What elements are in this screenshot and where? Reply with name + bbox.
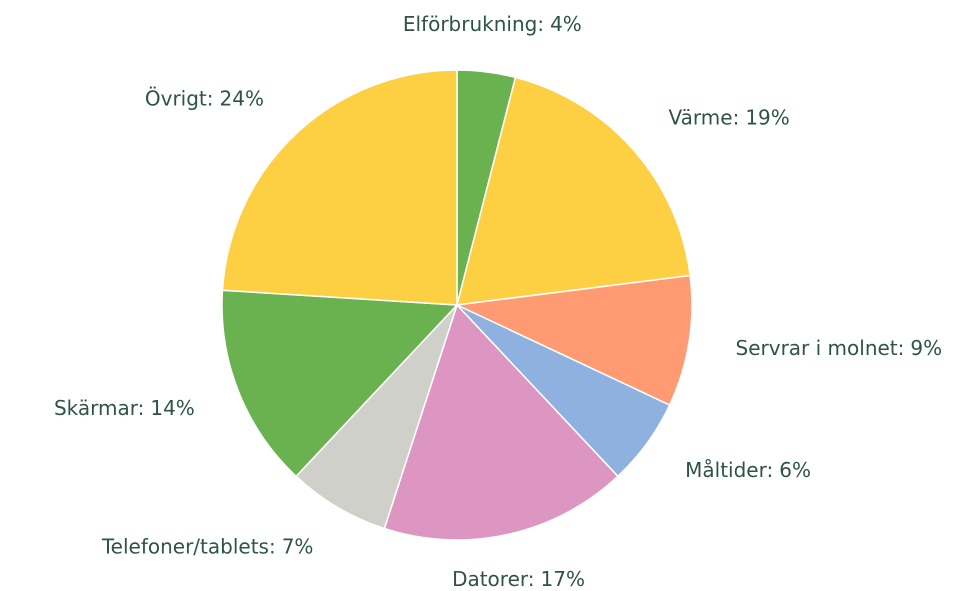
slice-label: Datorer: 17%	[452, 567, 585, 591]
slice-value: 19%	[745, 105, 789, 129]
pie-slice	[454, 274, 693, 407]
slice-label: Skärmar: 14%	[54, 395, 195, 419]
slice-value: 6%	[779, 457, 811, 481]
slice-label: Elförbrukning: 4%	[403, 12, 582, 36]
slice-label: Övrigt: 24%	[145, 86, 264, 110]
slice-value: 9%	[910, 336, 942, 360]
pie-slice	[455, 76, 691, 306]
pie-slice	[221, 69, 458, 306]
slice-category: Elförbrukning:	[403, 12, 544, 36]
slice-value: 14%	[150, 395, 194, 419]
slice-label: Måltider: 6%	[685, 457, 811, 481]
pie-slice	[221, 289, 459, 478]
slice-value: 7%	[282, 534, 314, 558]
pie-slice	[295, 304, 458, 530]
slice-category: Övrigt:	[145, 86, 214, 110]
slice-value: 17%	[541, 567, 585, 591]
slice-label: Värme: 19%	[669, 105, 790, 129]
pie-slice	[383, 303, 619, 541]
slice-category: Servrar i molnet:	[736, 336, 905, 360]
slice-category: Värme:	[669, 105, 740, 129]
slice-value: 4%	[550, 12, 582, 36]
slice-label: Servrar i molnet: 9%	[736, 336, 943, 360]
slice-category: Måltider:	[685, 457, 773, 481]
slice-category: Skärmar:	[54, 395, 144, 419]
slice-label: Telefoner/tablets: 7%	[101, 534, 314, 558]
slice-category: Datorer:	[452, 567, 534, 591]
slice-value: 24%	[220, 86, 264, 110]
slice-category: Telefoner/tablets:	[101, 534, 276, 558]
